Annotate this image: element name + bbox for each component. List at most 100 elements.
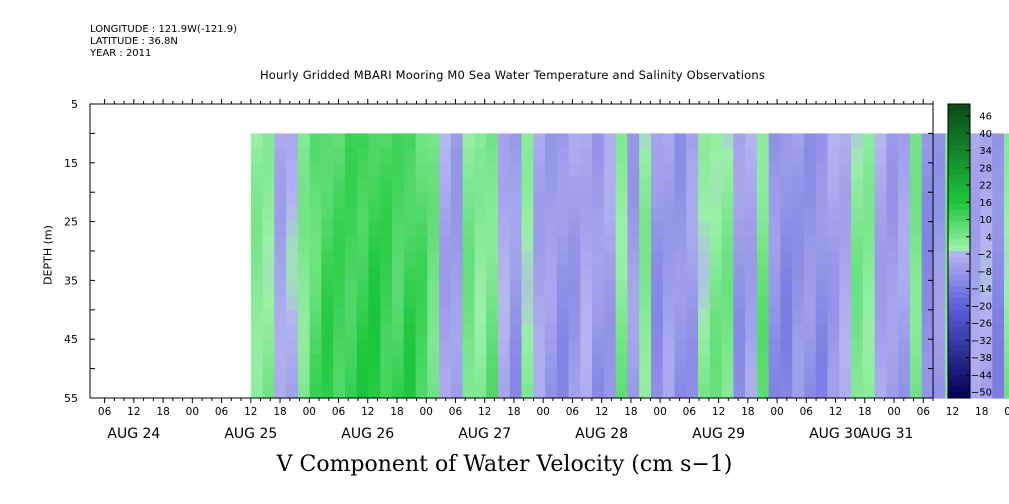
heatmap-cell <box>874 280 887 296</box>
heatmap-cell <box>1004 339 1009 355</box>
colorbar-label: −14 <box>971 284 992 295</box>
heatmap-cell <box>709 339 723 355</box>
heatmap-cell <box>509 324 523 340</box>
heatmap-cell <box>309 236 323 252</box>
heatmap-cell <box>839 339 852 355</box>
heatmap-cell <box>462 133 476 149</box>
heatmap-cell <box>698 177 711 193</box>
colorbar-band <box>948 251 970 258</box>
heatmap-cell <box>886 280 899 296</box>
heatmap-cell <box>686 192 699 208</box>
heatmap-cell <box>450 206 464 223</box>
heatmap-cell <box>756 206 770 223</box>
colorbar-band <box>948 356 970 364</box>
heatmap-cell <box>709 133 723 149</box>
heatmap-cell <box>450 353 464 370</box>
heatmap-cell <box>286 177 299 193</box>
heatmap-cell <box>568 295 581 311</box>
heatmap-cell <box>874 133 887 149</box>
heatmap-cell <box>650 324 664 340</box>
heatmap-cell <box>580 177 593 193</box>
heatmap-cell <box>250 162 264 179</box>
heatmap-cell <box>721 295 734 311</box>
heatmap-cell <box>533 339 546 355</box>
heatmap-cell <box>874 162 887 179</box>
heatmap-cell <box>827 324 840 340</box>
heatmap-cell <box>650 309 664 326</box>
heatmap-cell <box>639 177 652 193</box>
heatmap-cell <box>756 192 770 208</box>
heatmap-cell <box>1004 206 1009 223</box>
heatmap-cell <box>556 192 570 208</box>
heatmap-cell <box>1004 177 1009 193</box>
heatmap-cell <box>274 324 287 340</box>
heatmap-cell <box>462 162 476 179</box>
heatmap-cell <box>262 265 275 281</box>
heatmap-cell <box>486 324 499 340</box>
heatmap-cell <box>650 295 664 311</box>
heatmap-cell <box>792 280 805 296</box>
heatmap-cell <box>533 236 546 252</box>
heatmap-cell <box>603 265 617 281</box>
heatmap-cell <box>356 368 370 384</box>
heatmap-cell <box>768 177 782 193</box>
heatmap-cell <box>439 162 452 179</box>
heatmap-cell <box>1004 368 1009 384</box>
heatmap-cell <box>286 309 299 326</box>
x-tick-label: 06 <box>215 406 229 418</box>
colorbar-label: −26 <box>971 319 992 330</box>
year-label: YEAR : 2011 <box>90 48 152 59</box>
heatmap-cell <box>862 339 876 355</box>
heatmap-cell <box>909 148 923 164</box>
x-tick-label: 00 <box>186 406 199 418</box>
heatmap-cell <box>756 133 770 149</box>
heatmap-cell <box>851 177 864 193</box>
heatmap-cell <box>909 265 923 281</box>
heatmap-cell <box>992 383 1005 399</box>
heatmap-cell <box>274 265 287 281</box>
heatmap-cell <box>639 148 652 164</box>
heatmap-cell <box>662 368 676 384</box>
heatmap-cell <box>968 206 982 223</box>
heatmap-cell <box>274 206 287 223</box>
heatmap-cell <box>545 206 558 223</box>
heatmap-cell <box>486 339 499 355</box>
heatmap-cell <box>333 148 346 164</box>
heatmap-cell <box>862 280 876 296</box>
heatmap-cell <box>403 324 417 340</box>
heatmap-cell <box>1004 133 1009 149</box>
heatmap-cell <box>344 162 358 179</box>
heatmap-cell <box>392 309 405 326</box>
heatmap-cell <box>827 353 840 370</box>
heatmap-cell <box>674 162 687 179</box>
heatmap-cell <box>898 206 911 223</box>
heatmap-cell <box>992 280 1005 296</box>
heatmap-cell <box>450 295 464 311</box>
heatmap-cell <box>933 265 946 281</box>
heatmap-cell <box>286 148 299 164</box>
heatmap-cell <box>662 383 676 399</box>
heatmap-cell <box>874 339 887 355</box>
x-tick-label: 00 <box>887 406 900 418</box>
heatmap-cell <box>803 206 817 223</box>
heatmap-cell <box>862 383 876 399</box>
colorbar-band <box>948 268 970 276</box>
heatmap-cell <box>497 309 511 326</box>
heatmap-cell <box>274 177 287 193</box>
heatmap-cell <box>709 177 723 193</box>
heatmap-cell <box>592 177 605 193</box>
heatmap-cell <box>980 251 993 267</box>
heatmap-cell <box>815 368 829 384</box>
heatmap-cell <box>392 162 405 179</box>
heatmap-cell <box>862 309 876 326</box>
heatmap-cell <box>803 236 817 252</box>
heatmap-cell <box>309 177 323 193</box>
colorbar-band <box>948 162 970 170</box>
heatmap-cell <box>545 309 558 326</box>
heatmap-cell <box>992 206 1005 223</box>
heatmap-cell <box>521 383 534 399</box>
heatmap-cell <box>545 339 558 355</box>
heatmap-cell <box>780 162 793 179</box>
heatmap-cell <box>450 251 464 267</box>
heatmap-cell <box>815 353 829 370</box>
